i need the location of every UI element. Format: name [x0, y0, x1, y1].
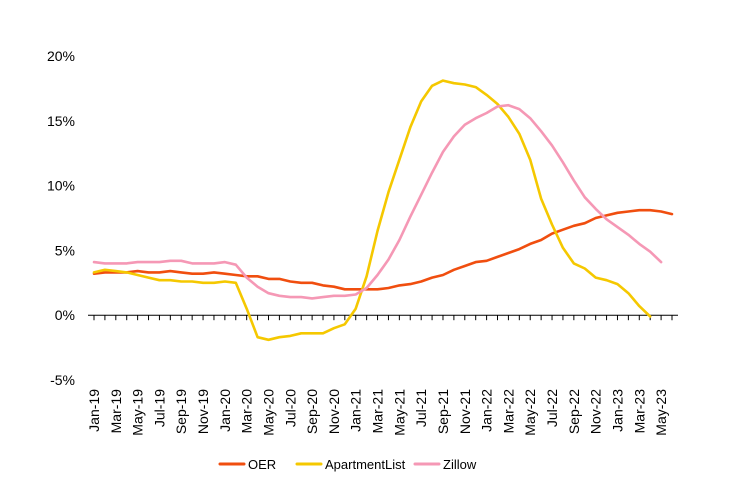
- x-tick-label: Nov-20: [326, 389, 342, 434]
- y-tick-label: -5%: [50, 372, 75, 388]
- plot-area: [92, 79, 674, 342]
- x-tick-label: Jan-23: [609, 389, 625, 432]
- y-tick-label: 5%: [55, 242, 75, 258]
- x-tick-label: Mar-22: [500, 389, 516, 434]
- x-tick-label: Jul-22: [544, 389, 560, 427]
- x-tick-label: Nov-22: [588, 389, 604, 434]
- x-tick-label: May-23: [653, 389, 669, 436]
- x-tick-label: Jul-21: [413, 389, 429, 427]
- x-tick-label: May-19: [130, 389, 146, 436]
- series-line-zillow: [92, 103, 663, 300]
- x-tick-label: Sep-19: [173, 389, 189, 434]
- y-tick-label: 20%: [47, 48, 75, 64]
- x-tick-label: Mar-23: [631, 389, 647, 434]
- legend-label: OER: [248, 457, 276, 472]
- legend-label: Zillow: [443, 457, 477, 472]
- legend: OER ApartmentList Zillow: [218, 457, 477, 472]
- x-tick-label: Nov-21: [457, 389, 473, 434]
- x-tick-label: Sep-21: [435, 389, 451, 434]
- x-tick-label: Nov-19: [195, 389, 211, 434]
- y-axis: -5% 0% 5% 10% 15% 20%: [47, 48, 75, 388]
- x-tick-label: Jul-19: [151, 389, 167, 427]
- x-tick-label: Jan-19: [86, 389, 102, 432]
- x-tick-label: Mar-21: [370, 389, 386, 434]
- x-tick-label: Jan-22: [479, 389, 495, 432]
- legend-label: ApartmentList: [325, 457, 406, 472]
- y-tick-label: 0%: [55, 307, 75, 323]
- x-tick-label: Mar-20: [239, 389, 255, 434]
- x-tick-label: Mar-19: [108, 389, 124, 434]
- x-tick-label: Sep-20: [304, 389, 320, 434]
- x-tick-label: May-20: [260, 389, 276, 436]
- x-axis: Jan-19 Mar-19 May-19 Jul-19 Sep-19 Nov-19 Jan-…: [86, 315, 673, 436]
- x-tick-label: Jan-21: [348, 389, 364, 432]
- y-tick-label: 15%: [47, 113, 75, 129]
- x-tick-label: Sep-22: [566, 389, 582, 434]
- x-tick-label: May-22: [522, 389, 538, 436]
- x-tick-label: May-21: [391, 389, 407, 436]
- y-tick-label: 10%: [47, 178, 75, 194]
- series-line-oer: [92, 208, 674, 291]
- x-tick-label: Jan-20: [217, 389, 233, 432]
- x-tick-label: Jul-20: [282, 389, 298, 427]
- series-line-apartmentlist: [92, 79, 652, 342]
